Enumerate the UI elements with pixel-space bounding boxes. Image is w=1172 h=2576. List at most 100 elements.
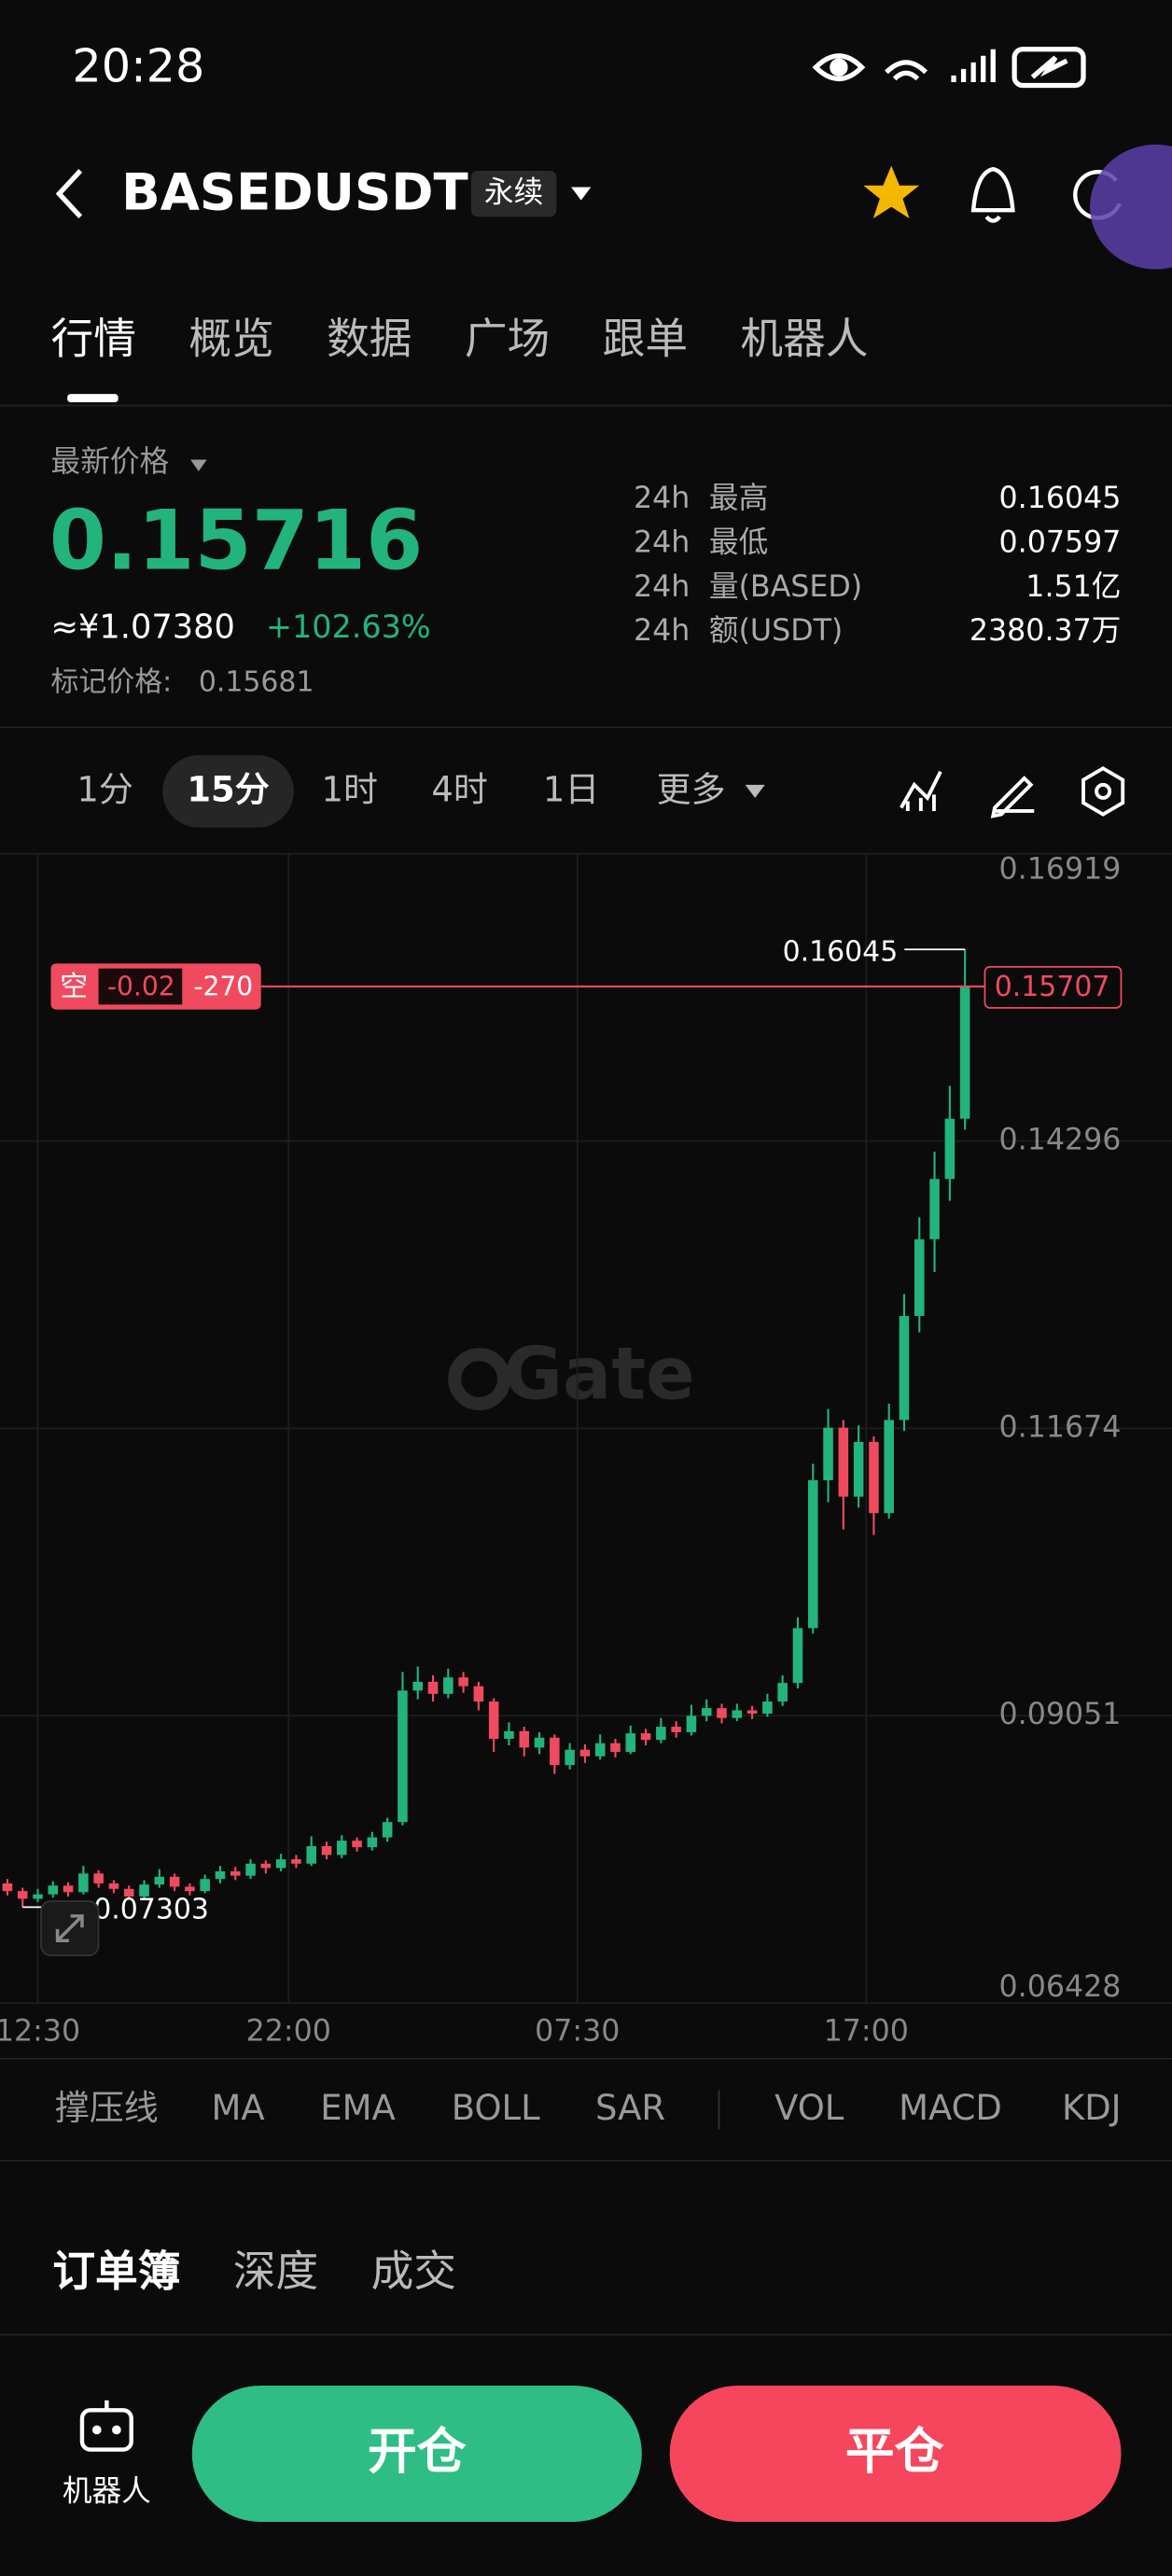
caret: [190, 459, 207, 471]
close-button[interactable]: [669, 2385, 1122, 2522]
candle-body: [93, 1873, 104, 1883]
last-price-label: 0.15707: [995, 971, 1110, 1003]
back-button[interactable]: [55, 169, 83, 218]
candle-body: [245, 1863, 256, 1876]
tab[interactable]: 跟单: [603, 314, 688, 363]
caret[interactable]: [571, 187, 592, 201]
intervals: 1分 15分 1时 4时 1日 更多: [77, 769, 725, 809]
candle-body: [367, 1837, 378, 1848]
candle-body: [853, 1441, 864, 1497]
stat-label: 最低: [709, 525, 768, 559]
contract-tag[interactable]: 永续: [484, 176, 543, 210]
book-tab[interactable]: 订单簿: [52, 2247, 180, 2296]
candle-body: [306, 1846, 316, 1864]
candle-body: [291, 1859, 301, 1864]
candle-body: [382, 1822, 393, 1838]
close-label[interactable]: 平仓: [845, 2423, 944, 2480]
robot-icon[interactable]: [79, 2400, 133, 2452]
indicator[interactable]: BOLL: [452, 2088, 540, 2128]
chart-tools[interactable]: [900, 766, 1125, 819]
candle-body: [139, 1884, 149, 1897]
min-marker-label: 0.07303: [93, 1893, 209, 1925]
candle-body: [838, 1427, 849, 1497]
open-label[interactable]: 开仓: [368, 2423, 467, 2480]
interval[interactable]: 15分: [187, 769, 269, 809]
tab[interactable]: 行情: [51, 314, 136, 363]
tag-bg[interactable]: [470, 170, 557, 217]
interval-active-bg: [162, 755, 294, 828]
indicator[interactable]: KDJ: [1062, 2088, 1122, 2128]
indicator[interactable]: 撑压线: [55, 2088, 159, 2128]
candle-body: [488, 1701, 499, 1739]
candlestick-chart: Gate 0.06428 0.09051 0.11674 0.14296 0.16919 1…: [0, 852, 1172, 2049]
stat-label: 额(USDT): [709, 614, 843, 648]
interval[interactable]: 4时: [431, 769, 487, 809]
stat-period: 24h: [634, 570, 690, 604]
candle-body: [398, 1690, 408, 1823]
tab-indicator: [67, 394, 119, 402]
candle-body: [519, 1730, 530, 1748]
candle-body: [640, 1733, 651, 1741]
stat-value: 2380.37万: [970, 614, 1122, 648]
interval[interactable]: 1日: [543, 769, 599, 809]
tab[interactable]: 数据: [327, 314, 412, 363]
floating-bubble[interactable]: [1090, 144, 1172, 270]
candle-body: [337, 1841, 347, 1855]
change: +102.63%: [266, 609, 431, 645]
tab[interactable]: 机器人: [740, 314, 868, 363]
interval[interactable]: 1时: [321, 769, 377, 809]
x-tick-label: 12:30: [0, 2015, 80, 2049]
y-tick-label: 0.11674: [999, 1410, 1122, 1444]
tabs: 行情 概览 数据 广场 跟单 机器人: [51, 314, 869, 363]
candle-body: [427, 1681, 439, 1694]
candle-body: [929, 1179, 940, 1239]
candle-body: [807, 1479, 818, 1629]
indicator[interactable]: MA: [212, 2088, 265, 2128]
candle-body: [579, 1749, 591, 1757]
favorite-star[interactable]: [863, 165, 920, 218]
candle-body: [154, 1876, 165, 1885]
candle-body: [671, 1727, 681, 1732]
candle-body: [686, 1715, 697, 1732]
indicator[interactable]: VOL: [774, 2088, 844, 2128]
candle-body: [260, 1863, 272, 1869]
candle-body: [108, 1883, 119, 1889]
interval[interactable]: 更多: [657, 769, 726, 809]
candle-body: [33, 1894, 43, 1899]
last-price: 0.15716: [49, 493, 424, 589]
candle-body: [321, 1846, 332, 1855]
candle-body: [717, 1708, 727, 1718]
tab[interactable]: 广场: [465, 314, 550, 363]
tab[interactable]: 概览: [188, 314, 273, 363]
candle-body: [200, 1879, 210, 1892]
robot-label[interactable]: 机器人: [63, 2474, 151, 2508]
candle-body: [123, 1888, 134, 1897]
candle-body: [230, 1870, 241, 1876]
candle-body: [2, 1883, 13, 1892]
candle-body: [625, 1733, 636, 1753]
candle-body: [762, 1701, 773, 1714]
position-pnl: -0.02: [107, 972, 175, 1002]
watermark: Gate: [503, 1333, 694, 1417]
watermark-logo: [448, 1348, 511, 1411]
indicator[interactable]: EMA: [320, 2088, 395, 2128]
status-time: 20:28: [72, 38, 204, 92]
interval[interactable]: 1分: [77, 769, 133, 809]
caret: [745, 784, 765, 798]
indicator[interactable]: MACD: [899, 2088, 1002, 2128]
bell[interactable]: [970, 166, 1015, 223]
y-tick-label: 0.09051: [999, 1698, 1122, 1731]
cny-price: ≈¥1.07380: [51, 609, 235, 647]
book-tab[interactable]: 成交: [371, 2247, 456, 2296]
candle-body: [914, 1239, 925, 1316]
candle-body: [732, 1710, 743, 1718]
book-tab[interactable]: 深度: [233, 2247, 318, 2296]
candle-body: [78, 1873, 89, 1893]
indicator[interactable]: SAR: [595, 2088, 665, 2128]
candle-body: [792, 1628, 803, 1684]
open-button[interactable]: [191, 2385, 642, 2522]
expand-icon: [55, 1914, 84, 1942]
symbol: BASEDUSDT: [121, 161, 467, 221]
